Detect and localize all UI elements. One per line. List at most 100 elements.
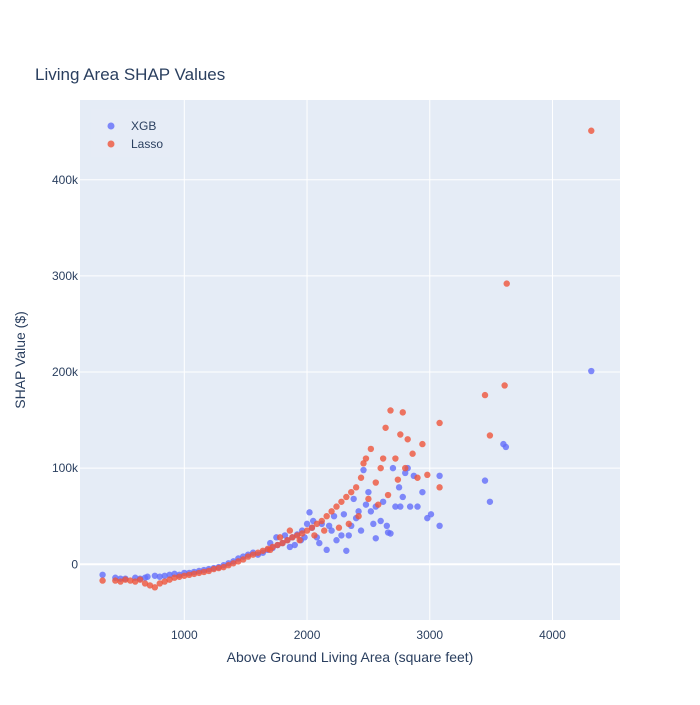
- lasso-point: [348, 488, 355, 496]
- xgb-point: [328, 527, 335, 534]
- lasso-point: [195, 569, 203, 577]
- lasso-point: [311, 532, 318, 539]
- xgb-point: [340, 511, 348, 518]
- xgb-point: [286, 543, 294, 551]
- legend-label-lasso: Lasso: [131, 137, 163, 151]
- lasso-point: [394, 476, 402, 483]
- xgb-point: [383, 522, 391, 530]
- lasso-point: [254, 549, 262, 556]
- lasso-point: [220, 563, 227, 571]
- xgb-point: [370, 520, 377, 528]
- xgb-point: [144, 573, 151, 580]
- xgb-point: [281, 532, 289, 539]
- x-tick-label: 2000: [294, 628, 321, 642]
- xgb-point: [303, 520, 311, 528]
- xgb-point: [397, 503, 404, 510]
- xgb-point: [406, 503, 414, 510]
- xgb-point: [414, 503, 421, 510]
- lasso-point: [399, 409, 406, 416]
- lasso-point: [387, 407, 394, 414]
- xgb-point: [306, 509, 313, 516]
- xgb-point: [367, 508, 375, 515]
- lasso-point: [436, 484, 443, 491]
- lasso-point: [205, 567, 213, 575]
- lasso-point: [343, 493, 350, 501]
- xgb-point: [399, 493, 406, 501]
- lasso-point: [360, 460, 367, 467]
- legend-marker-xgb: [107, 122, 115, 130]
- legend-marker-lasso: [107, 140, 115, 148]
- xgb-point: [436, 472, 443, 480]
- legend-box: [91, 109, 170, 157]
- lasso-point: [355, 512, 362, 520]
- lasso-point: [384, 491, 392, 499]
- xgb-point: [316, 539, 323, 547]
- lasso-point: [296, 537, 303, 544]
- lasso-point: [235, 558, 242, 565]
- lasso-point: [156, 580, 163, 587]
- lasso-point: [225, 562, 232, 569]
- lasso-point: [117, 578, 124, 585]
- lasso-point: [136, 576, 144, 583]
- lasso-point: [424, 471, 431, 479]
- lasso-point: [112, 577, 119, 584]
- lasso-point: [190, 570, 198, 578]
- lasso-point: [362, 455, 370, 462]
- lasso-point: [171, 574, 178, 581]
- xgb-point: [156, 573, 163, 580]
- lasso-point: [122, 576, 129, 583]
- y-tick-label: 200k: [52, 365, 79, 379]
- xgb-point: [333, 537, 340, 544]
- lasso-point: [240, 556, 247, 563]
- lasso-point: [338, 498, 345, 505]
- xgb-point: [151, 572, 159, 579]
- lasso-point: [318, 517, 325, 525]
- lasso-point: [161, 578, 168, 585]
- xgb-point: [330, 512, 338, 520]
- y-axis-label: SHAP Value ($): [12, 311, 28, 409]
- lasso-point: [588, 127, 595, 134]
- lasso-point: [146, 582, 154, 589]
- lasso-point: [99, 577, 106, 584]
- lasso-point: [321, 527, 328, 534]
- xgb-point: [392, 503, 399, 510]
- lasso-point: [377, 464, 384, 472]
- xgb-point: [325, 522, 333, 530]
- y-tick-label: 100k: [52, 461, 79, 475]
- xgb-point: [377, 517, 384, 525]
- lasso-point: [335, 524, 343, 531]
- x-axis-label: Above Ground Living Area (square feet): [227, 649, 474, 665]
- y-tick-label: 300k: [52, 269, 79, 283]
- lasso-point: [503, 280, 510, 287]
- xgb-point: [166, 571, 173, 579]
- lasso-point: [308, 524, 316, 531]
- lasso-point: [382, 424, 389, 431]
- xgb-point: [588, 367, 595, 375]
- xgb-point: [360, 466, 367, 474]
- xgb-point: [436, 522, 443, 530]
- xgb-point: [372, 535, 379, 542]
- legend-label-xgb: XGB: [131, 119, 156, 133]
- xgb-point: [350, 495, 357, 503]
- xgb-point: [486, 498, 494, 505]
- y-tick-label: 0: [71, 557, 78, 571]
- xgb-point: [502, 443, 510, 451]
- lasso-point: [372, 479, 379, 486]
- lasso-point: [436, 419, 443, 427]
- lasso-point: [397, 431, 404, 438]
- lasso-point: [176, 573, 183, 580]
- lasso-point: [303, 527, 311, 534]
- xgb-point: [419, 488, 426, 496]
- lasso-point: [298, 530, 306, 537]
- xgb-point: [384, 529, 392, 536]
- lasso-point: [333, 503, 340, 510]
- lasso-point: [230, 560, 237, 567]
- xgb-point: [481, 477, 489, 484]
- lasso-point: [501, 382, 508, 389]
- x-tick-label: 3000: [416, 628, 443, 642]
- lasso-point: [284, 537, 291, 544]
- lasso-point: [186, 571, 193, 579]
- lasso-point: [132, 578, 139, 585]
